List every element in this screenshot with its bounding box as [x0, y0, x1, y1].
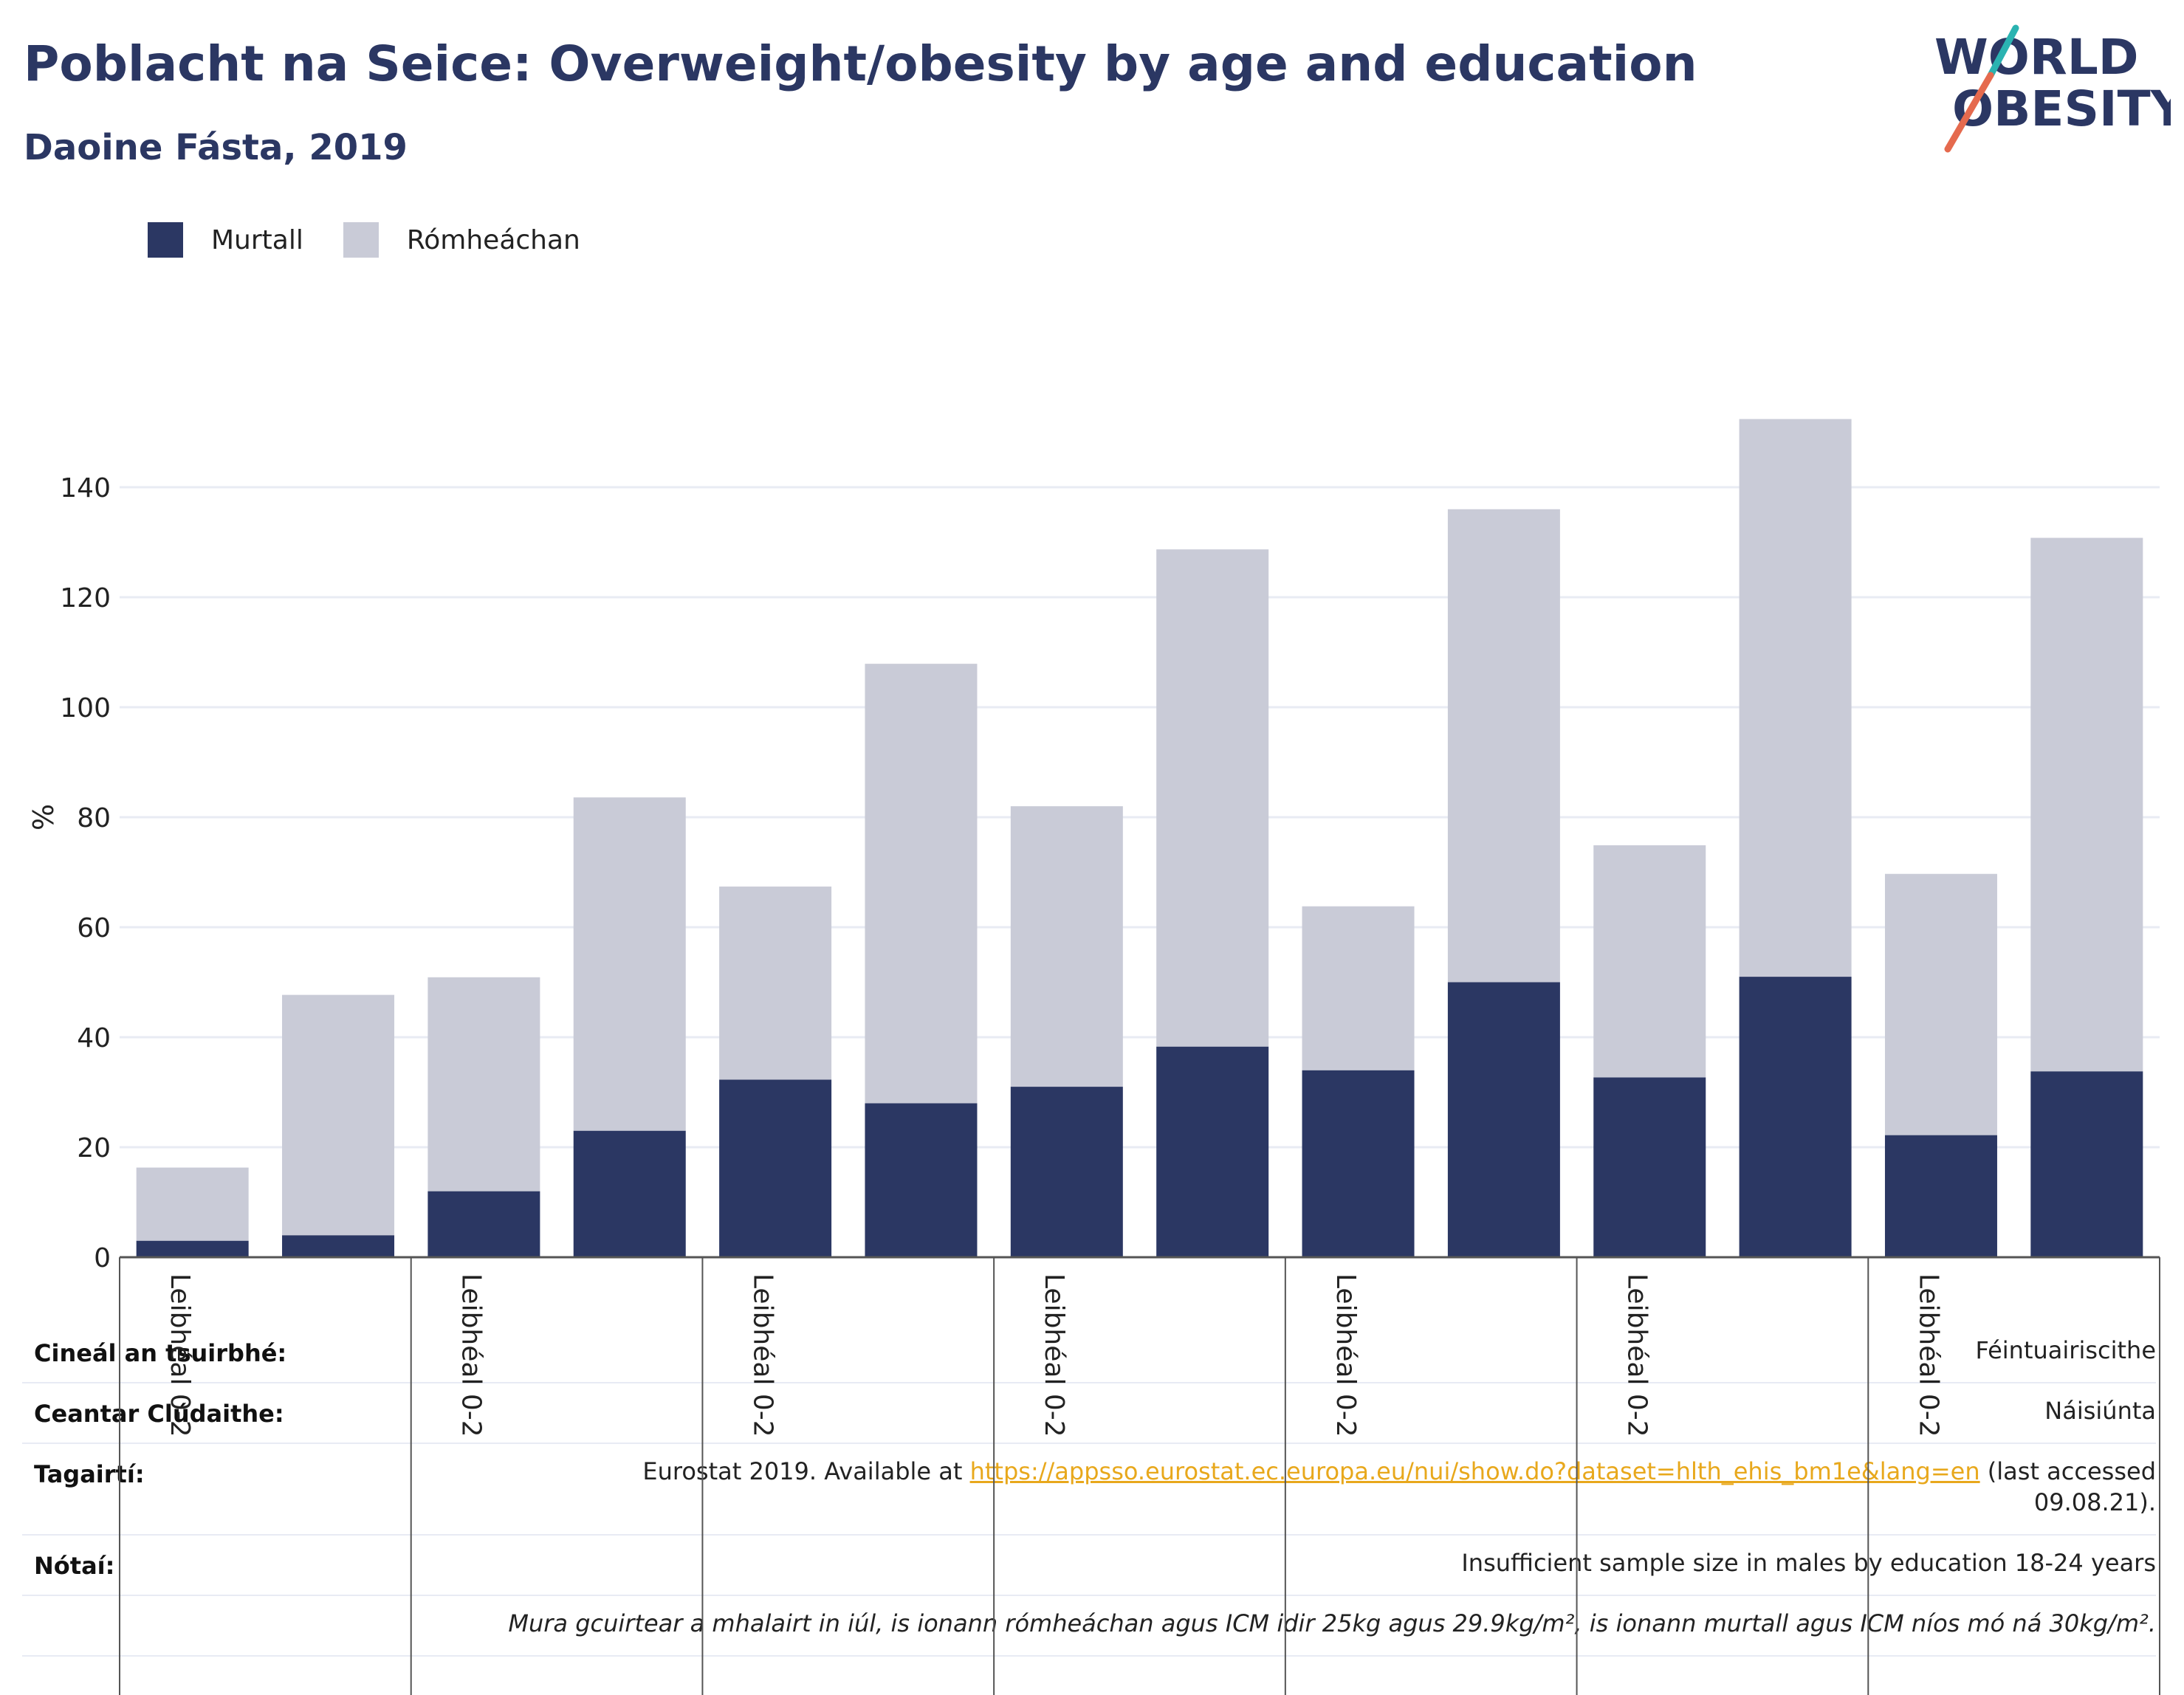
info-row-references: Tagairtí: Eurostat 2019. Available at ht… [22, 1443, 2156, 1536]
info-row-definition: Mura gcuirtear a mhalairt in iúl, is ion… [22, 1595, 2156, 1657]
chart-legend: Murtall Rómheáchan [148, 221, 620, 258]
y-tick-label: 80 [77, 803, 111, 833]
info-row-coverage: Ceantar Clúdaithe: Náisiúnta [22, 1382, 2156, 1444]
bar-obesity [719, 1079, 832, 1257]
references-link[interactable]: https://appsso.eurostat.ec.europa.eu/nui… [969, 1457, 1980, 1485]
bar-overweight [1884, 873, 1997, 1135]
world-obesity-logo: WORLD OBESITY [1934, 24, 2171, 153]
svg-text:WORLD: WORLD [1934, 29, 2139, 86]
legend-label-overweight: Rómheáchan [406, 224, 580, 255]
bar-overweight [1593, 845, 1706, 1078]
bar-overweight [1010, 806, 1123, 1087]
bar-overweight [1302, 906, 1415, 1070]
references-label: Tagairtí: [34, 1460, 145, 1488]
bar-obesity [1884, 1135, 1997, 1257]
bar-obesity [2030, 1071, 2143, 1257]
bar-obesity [573, 1130, 686, 1257]
info-row-survey-type: Cineál an tsuirbhé: Féintuairiscithe [22, 1321, 2156, 1383]
y-tick-label: 140 [60, 473, 111, 503]
coverage-label: Ceantar Clúdaithe: [34, 1400, 284, 1428]
bar-overweight [427, 977, 540, 1192]
chart-title: Poblacht na Seice: Overweight/obesity by… [24, 35, 1697, 92]
y-tick-label: 120 [60, 583, 111, 613]
survey-type-value: Féintuairiscithe [1975, 1336, 2156, 1364]
y-tick-label: 20 [77, 1133, 111, 1163]
notes-label: Nótaí: [34, 1552, 115, 1580]
legend-item-obesity: Murtall [148, 222, 303, 258]
notes-value: Insufficient sample size in males by edu… [1461, 1549, 2156, 1577]
svg-text:OBESITY: OBESITY [1952, 80, 2171, 137]
bar-overweight [282, 994, 395, 1236]
bar-obesity [1739, 977, 1852, 1257]
survey-type-label: Cineál an tsuirbhé: [34, 1339, 287, 1367]
legend-swatch-overweight [343, 222, 379, 258]
bar-obesity [865, 1103, 978, 1257]
definition-note: Mura gcuirtear a mhalairt in iúl, is ion… [508, 1609, 2156, 1637]
info-row-notes: Nótaí: Insufficient sample size in males… [22, 1534, 2156, 1596]
chart-subtitle: Daoine Fásta, 2019 [24, 127, 408, 168]
bar-overweight [2030, 537, 2143, 1072]
references-value: Eurostat 2019. Available at https://apps… [642, 1456, 2156, 1518]
bar-overweight [865, 664, 978, 1104]
y-tick-label: 0 [94, 1243, 111, 1273]
y-tick-label: 40 [77, 1023, 111, 1053]
legend-label-obesity: Murtall [211, 224, 303, 255]
coverage-value: Náisiúnta [2044, 1397, 2156, 1425]
bar-obesity [1010, 1087, 1123, 1257]
bar-obesity [1447, 982, 1560, 1257]
legend-item-overweight: Rómheáchan [343, 222, 580, 258]
bar-obesity [1302, 1070, 1415, 1257]
bar-obesity [136, 1240, 249, 1257]
bar-overweight [136, 1167, 249, 1241]
legend-swatch-obesity [148, 222, 183, 258]
bar-overweight [719, 886, 832, 1080]
bar-obesity [427, 1191, 540, 1257]
bar-obesity [1593, 1077, 1706, 1257]
bar-overweight [1447, 509, 1560, 983]
references-suffix: (last accessed [1979, 1457, 2156, 1485]
y-axis-label: % [27, 804, 60, 831]
references-prefix: Eurostat 2019. Available at [642, 1457, 970, 1485]
bar-overweight [1739, 419, 1852, 977]
bar-obesity [282, 1235, 395, 1257]
y-tick-label: 100 [60, 693, 111, 723]
y-tick-label: 60 [77, 913, 111, 943]
bar-overweight [573, 797, 686, 1131]
references-date: 09.08.21). [2033, 1488, 2156, 1516]
bar-obesity [1156, 1046, 1269, 1257]
bar-overweight [1156, 549, 1269, 1047]
